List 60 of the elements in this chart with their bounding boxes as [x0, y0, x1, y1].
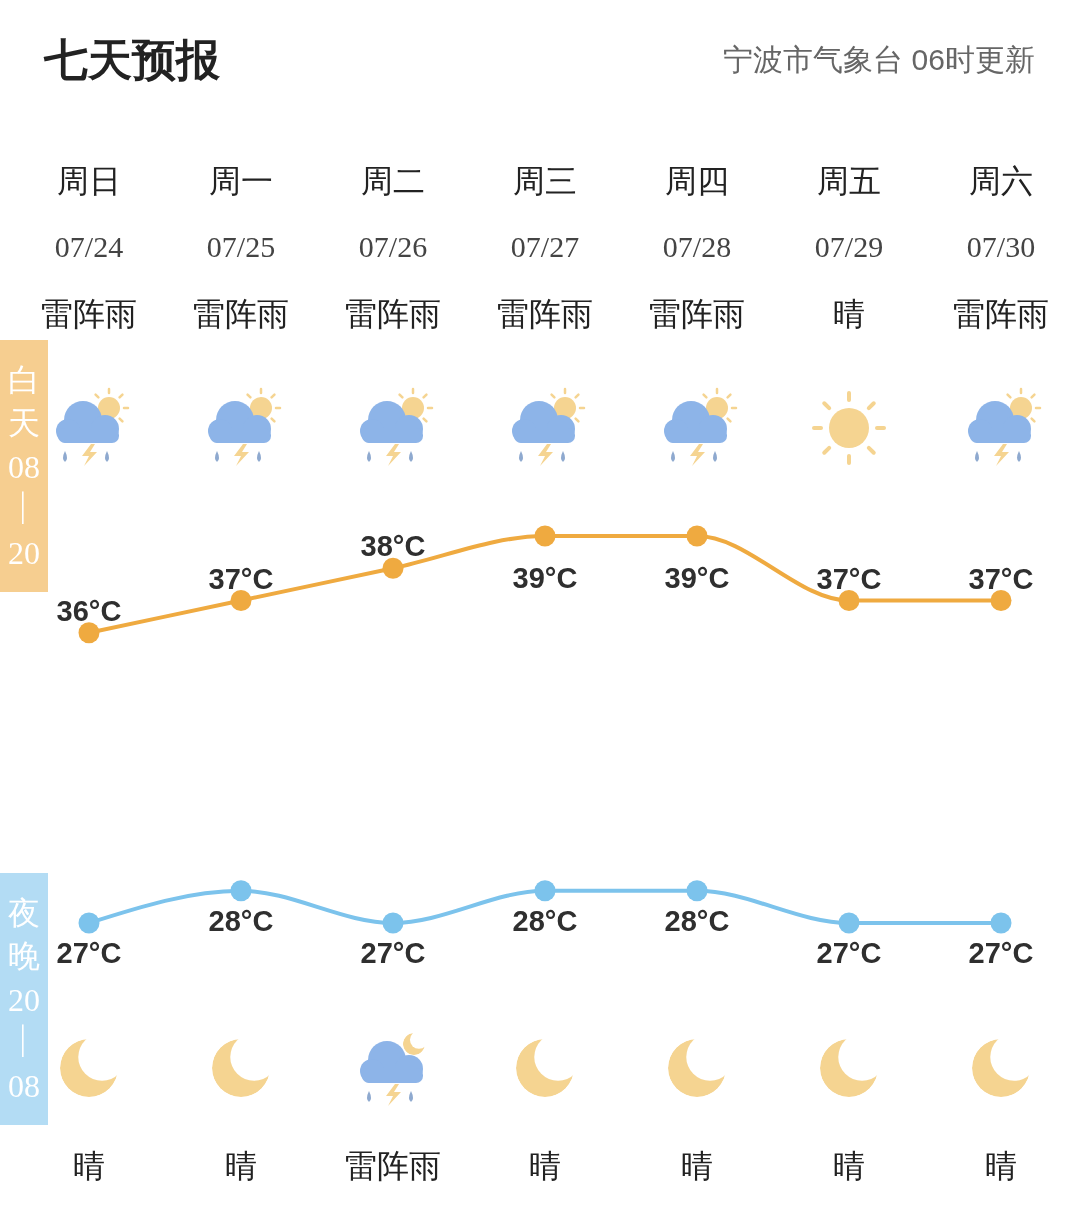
- x-tick-label: 07/29: [814, 230, 884, 263]
- text: 周日: [57, 163, 121, 199]
- data-label: 28°C: [664, 904, 730, 937]
- text: 晴: [833, 296, 865, 332]
- data-label: 27°C: [816, 937, 882, 969]
- text: 周四: [665, 163, 729, 199]
- text: 雷阵雨: [345, 296, 441, 332]
- point: [230, 590, 252, 611]
- x-tick-label: 07/24: [54, 230, 124, 263]
- data-label: 27°C: [360, 937, 426, 969]
- data-label: 37°C: [816, 562, 882, 595]
- data-label: 28°C: [512, 904, 578, 937]
- text: 周六: [969, 163, 1033, 199]
- point: [78, 622, 100, 644]
- text: 雷阵雨: [497, 296, 593, 332]
- point: [990, 912, 1012, 934]
- point: [78, 912, 100, 934]
- chart-subtitle: 宁波市气象台 06时更新: [723, 43, 1035, 76]
- data-label: 37°C: [968, 562, 1034, 595]
- text: 晴: [225, 1148, 257, 1184]
- data-label: 27°C: [56, 937, 122, 969]
- text: 雷阵雨: [953, 296, 1049, 332]
- text: 雷阵雨: [41, 296, 137, 332]
- point: [534, 880, 556, 902]
- text: 晴: [681, 1148, 713, 1184]
- point: [838, 590, 860, 611]
- point: [686, 880, 708, 902]
- point: [838, 912, 860, 934]
- point: [230, 880, 252, 902]
- point: [382, 557, 404, 579]
- point: [382, 912, 404, 934]
- data-label: 28°C: [208, 904, 274, 937]
- text: 晴: [73, 1148, 105, 1184]
- series-label: 夜晚20—08: [8, 894, 45, 1105]
- data-label: 39°C: [512, 562, 578, 594]
- text: 晴: [833, 1148, 865, 1184]
- data-label: 37°C: [208, 562, 274, 595]
- text: 雷阵雨: [649, 296, 745, 332]
- text: 晴: [985, 1148, 1017, 1184]
- point: [686, 525, 708, 547]
- text: 白天08—20: [8, 361, 45, 572]
- text: 周一: [209, 163, 273, 199]
- text: 周五: [817, 163, 881, 199]
- data-label: 27°C: [968, 937, 1034, 969]
- text: 周二: [361, 163, 425, 199]
- point: [534, 525, 556, 547]
- x-tick-label: 07/28: [662, 230, 732, 263]
- text: 周三: [513, 163, 577, 199]
- text: 雷阵雨: [193, 296, 289, 332]
- data-label: 36°C: [56, 594, 122, 627]
- x-tick-label: 07/25: [206, 230, 276, 263]
- x-tick-label: 07/27: [510, 230, 580, 263]
- text: 雷阵雨: [345, 1148, 441, 1184]
- data-label: 39°C: [664, 562, 730, 594]
- data-label: 38°C: [360, 530, 426, 563]
- x-tick-label: 07/30: [966, 230, 1036, 263]
- chart-title: 七天预报: [43, 35, 221, 84]
- x-tick-label: 07/26: [358, 230, 428, 263]
- text: 晴: [529, 1148, 561, 1184]
- point: [990, 590, 1012, 611]
